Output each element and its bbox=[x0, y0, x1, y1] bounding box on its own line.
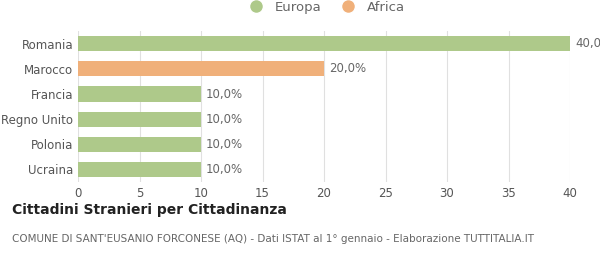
Text: 20,0%: 20,0% bbox=[329, 62, 366, 75]
Text: 40,0%: 40,0% bbox=[575, 37, 600, 50]
Bar bbox=[78, 137, 201, 152]
Text: 10,0%: 10,0% bbox=[206, 163, 243, 176]
Legend: Europa, Africa: Europa, Africa bbox=[238, 0, 410, 19]
Text: 10,0%: 10,0% bbox=[206, 138, 243, 151]
Text: 10,0%: 10,0% bbox=[206, 88, 243, 101]
Bar bbox=[78, 61, 324, 76]
Text: COMUNE DI SANT'EUSANIO FORCONESE (AQ) - Dati ISTAT al 1° gennaio - Elaborazione : COMUNE DI SANT'EUSANIO FORCONESE (AQ) - … bbox=[12, 234, 534, 244]
Bar bbox=[78, 162, 201, 177]
Text: Cittadini Stranieri per Cittadinanza: Cittadini Stranieri per Cittadinanza bbox=[12, 203, 287, 217]
Bar bbox=[78, 112, 201, 127]
Text: 10,0%: 10,0% bbox=[206, 113, 243, 126]
Bar bbox=[78, 87, 201, 102]
Bar bbox=[78, 36, 570, 51]
